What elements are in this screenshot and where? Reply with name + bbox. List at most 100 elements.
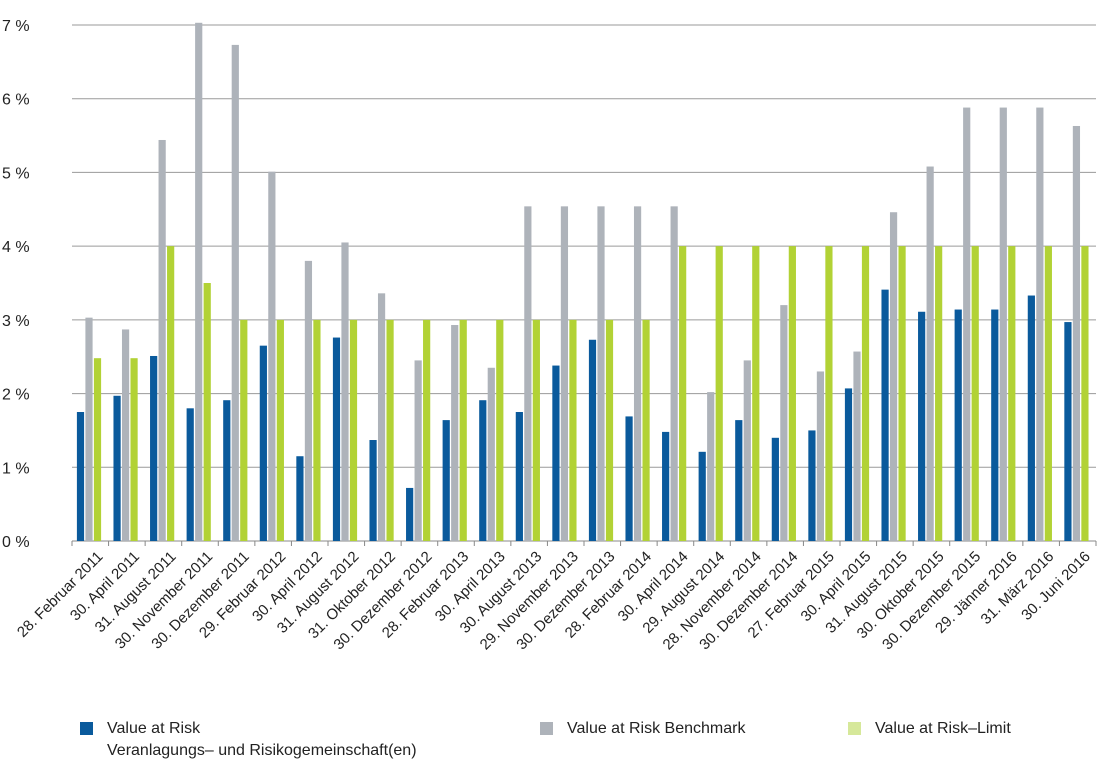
bar-series-3 [496, 319, 504, 541]
bar-series-1 [954, 309, 962, 541]
bar-series-2 [963, 107, 971, 541]
bar-series-2 [889, 212, 898, 542]
bar-series-2 [816, 371, 825, 541]
bar-series-1 [442, 420, 450, 541]
bar-series-1 [808, 430, 816, 541]
bar-series-1 [1027, 295, 1035, 541]
bar-series-3 [752, 246, 760, 541]
bar-series-3 [642, 319, 650, 541]
bar-series-1 [881, 289, 889, 541]
legend-item-value-at-risk: Value at Risk Veranlagungs– und Risikoge… [80, 718, 417, 762]
bar-series-2 [451, 325, 459, 541]
bar-series-1 [1064, 322, 1072, 541]
bar-series-3 [605, 319, 614, 541]
legend-item-benchmark: Value at Risk Benchmark [540, 718, 745, 740]
legend-label-var-line2: Veranlagungs– und Risikogemeinschaft(en) [107, 742, 417, 759]
bar-series-2 [231, 44, 239, 542]
bar-series-3 [532, 319, 540, 541]
bar-series-3 [679, 246, 687, 541]
bar-series-2 [926, 166, 934, 541]
bar-series-3 [715, 246, 723, 541]
legend-swatch-benchmark [540, 722, 553, 735]
bar-series-2 [341, 242, 349, 541]
bar-series-1 [625, 416, 633, 541]
bar-series-1 [918, 311, 926, 541]
bar-series-3 [130, 358, 138, 541]
bar-series-3 [423, 319, 431, 541]
y-tick-label: 5 % [2, 165, 30, 182]
y-tick-label: 1 % [2, 460, 30, 477]
y-tick-label: 3 % [2, 313, 30, 330]
bar-series-3 [93, 358, 102, 541]
bar-series-2 [780, 305, 788, 541]
bar-series-3 [825, 246, 833, 541]
bar-series-2 [999, 107, 1007, 541]
bar-series-1 [113, 395, 121, 541]
bar-series-3 [386, 319, 394, 541]
bar-series-3 [1044, 246, 1052, 541]
legend-label-limit: Value at Risk–Limit [875, 720, 1011, 737]
chart-legend: Value at Risk Veranlagungs– und Risikoge… [0, 718, 1100, 769]
bar-series-2 [670, 206, 678, 541]
bar-series-3 [240, 319, 248, 541]
bar-series-2 [377, 293, 386, 541]
bar-series-1 [552, 365, 560, 541]
bar-chart: 0 %1 %2 %3 %4 %5 %6 %7 %28. Februar 2011… [2, 18, 1097, 653]
bar-series-2 [85, 317, 93, 541]
bar-series-2 [853, 351, 861, 541]
y-tick-label: 7 % [2, 18, 30, 35]
bar-series-2 [487, 367, 495, 541]
bar-series-3 [203, 283, 211, 541]
bar-series-2 [268, 171, 276, 541]
bar-series-2 [633, 206, 642, 541]
bar-series-1 [479, 400, 487, 541]
bar-series-2 [597, 206, 605, 541]
bar-series-2 [560, 206, 569, 541]
y-tick-label: 6 % [2, 92, 30, 109]
y-tick-label: 4 % [2, 239, 30, 256]
bar-series-1 [735, 420, 743, 541]
bar-series-3 [569, 319, 577, 541]
bar-series-2 [121, 329, 130, 541]
y-tick-label: 2 % [2, 387, 30, 404]
legend-label-var-line1: Value at Risk [107, 720, 201, 737]
bar-series-3 [971, 246, 979, 541]
bar-series-2 [1072, 125, 1081, 542]
bar-series-2 [707, 392, 715, 541]
bar-series-1 [259, 345, 267, 541]
bar-series-2 [195, 22, 203, 542]
bar-series-1 [662, 431, 670, 541]
bar-series-3 [898, 246, 906, 541]
bar-series-1 [515, 412, 523, 541]
bar-series-3 [276, 319, 284, 541]
bar-series-2 [158, 139, 166, 542]
bar-series-1 [771, 437, 779, 541]
bar-series-3 [313, 319, 321, 541]
bar-series-1 [588, 339, 597, 541]
bar-series-1 [844, 388, 853, 541]
bar-series-1 [698, 451, 706, 541]
legend-swatch-limit [848, 722, 861, 735]
bar-series-1 [406, 487, 414, 541]
bar-series-3 [167, 246, 175, 541]
bar-series-1 [991, 309, 999, 541]
bar-series-3 [788, 246, 796, 541]
bar-series-1 [150, 355, 158, 541]
bar-series-2 [414, 360, 422, 541]
bar-series-1 [332, 337, 341, 541]
bar-series-2 [524, 206, 532, 541]
bar-series-1 [369, 440, 377, 541]
bar-series-1 [186, 408, 194, 541]
legend-label-benchmark: Value at Risk Benchmark [567, 720, 746, 737]
bar-series-1 [223, 400, 231, 541]
y-tick-label: 0 % [2, 534, 30, 551]
bar-series-2 [304, 260, 313, 541]
bar-series-2 [743, 360, 751, 541]
bar-series-1 [296, 456, 304, 541]
bar-series-3 [1008, 246, 1016, 541]
bar-series-2 [1036, 107, 1044, 541]
legend-item-limit: Value at Risk–Limit [848, 718, 1011, 740]
bar-series-3 [459, 319, 467, 541]
bar-series-3 [1081, 246, 1089, 541]
bar-series-3 [861, 246, 870, 541]
